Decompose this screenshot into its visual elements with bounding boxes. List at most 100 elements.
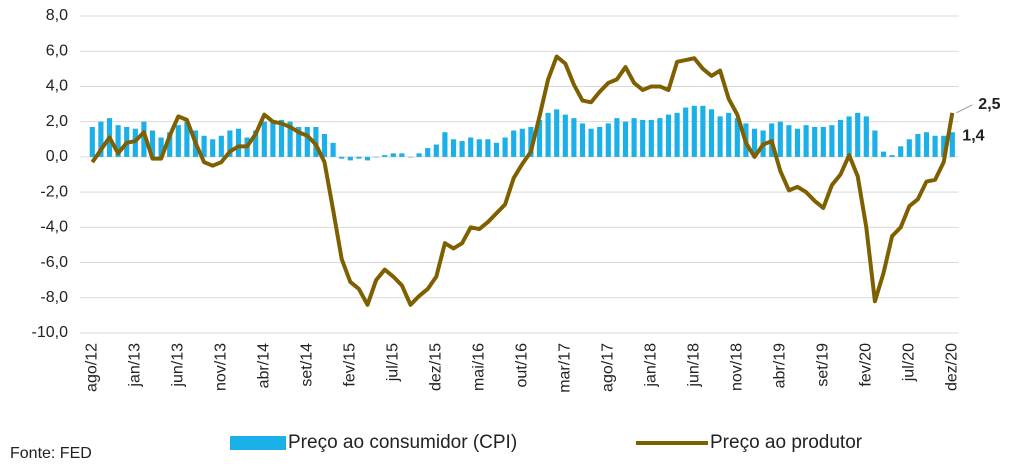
bar (98, 121, 104, 157)
bar (648, 119, 654, 157)
y-tick-label: 6,0 (46, 42, 68, 59)
bar (915, 133, 921, 157)
bar (829, 125, 835, 157)
bar (812, 126, 818, 157)
x-tick-label: set/19 (815, 343, 832, 387)
bar (846, 116, 852, 157)
bar (459, 141, 465, 157)
bar (184, 121, 190, 157)
bar (932, 135, 938, 157)
bar (614, 118, 620, 157)
x-tick-label: jun/18 (686, 343, 703, 388)
x-tick-label: nov/18 (729, 343, 746, 391)
bar (562, 114, 568, 157)
bar (433, 144, 439, 157)
bar (210, 139, 216, 157)
bar (235, 128, 242, 157)
bar (149, 130, 156, 157)
bar (450, 139, 457, 157)
bar (631, 118, 637, 157)
x-tick-label: jul/15 (385, 343, 402, 382)
bar (536, 119, 543, 157)
data-label: 2,5 (978, 96, 1000, 113)
bar (528, 126, 534, 157)
bar (777, 121, 783, 157)
bar (683, 107, 689, 157)
x-tick-label: dez/15 (428, 343, 445, 391)
bar (597, 126, 603, 157)
bar (855, 112, 861, 157)
bar (837, 119, 844, 157)
data-label: 1,4 (962, 127, 984, 144)
x-tick-label: jul/20 (901, 343, 918, 382)
bar (253, 130, 259, 157)
y-tick-label: -6,0 (40, 254, 68, 271)
bar (390, 153, 396, 157)
y-tick-label: 2,0 (46, 113, 68, 130)
bar (554, 109, 560, 157)
line (90, 54, 955, 307)
bar (622, 121, 629, 157)
bar (201, 135, 207, 157)
bar (356, 156, 362, 159)
bar (906, 139, 912, 157)
x-tick-label: abr/14 (256, 343, 273, 388)
bar (502, 137, 508, 157)
bar (287, 121, 293, 157)
bar (476, 139, 482, 157)
source-note: Fonte: FED (10, 445, 92, 462)
x-tick-label: dez/20 (944, 343, 961, 391)
x-tick-label: fev/15 (342, 343, 359, 387)
bar (794, 128, 801, 157)
x-tick-label: abr/19 (772, 343, 789, 388)
bar (347, 156, 353, 161)
bar (726, 112, 732, 157)
bar (700, 105, 706, 157)
bar (657, 118, 663, 157)
bar (665, 114, 672, 157)
y-tick-label: -2,0 (40, 183, 68, 200)
y-tick-label: 4,0 (46, 78, 68, 95)
bar (468, 137, 474, 157)
bar (442, 132, 448, 157)
bar (872, 130, 878, 157)
bar (751, 128, 758, 157)
bar (364, 156, 371, 161)
bar (923, 132, 930, 157)
y-tick-label: -8,0 (40, 289, 68, 306)
x-tick-label: set/14 (299, 343, 316, 387)
bar (321, 133, 328, 157)
bar (158, 137, 164, 157)
y-tick-label: 0,0 (46, 148, 68, 165)
bar (115, 125, 121, 157)
bar (674, 112, 680, 157)
x-tick-label: ago/17 (600, 343, 617, 392)
bar (880, 151, 887, 157)
bar (278, 119, 285, 157)
bar (141, 121, 147, 157)
x-tick-label: mar/17 (557, 343, 574, 393)
bar (571, 118, 577, 157)
bar (640, 119, 646, 157)
bar (605, 123, 611, 157)
bar (949, 132, 955, 157)
x-tick-label: out/16 (514, 343, 531, 388)
bar (330, 142, 336, 157)
bar (175, 125, 181, 157)
legend-label: Preço ao consumidor (CPI) (288, 432, 517, 453)
bar (588, 128, 594, 157)
y-tick-label: -4,0 (40, 219, 68, 236)
bar (941, 135, 947, 157)
bar (270, 119, 276, 157)
bar (863, 116, 869, 157)
bar (304, 126, 310, 157)
bar (261, 121, 267, 157)
bar (227, 130, 233, 157)
bar (691, 105, 697, 157)
label-leader (956, 104, 973, 114)
bar (373, 156, 379, 158)
bar (218, 135, 224, 157)
bar (898, 146, 904, 157)
bar (416, 153, 422, 157)
bar (820, 126, 826, 157)
